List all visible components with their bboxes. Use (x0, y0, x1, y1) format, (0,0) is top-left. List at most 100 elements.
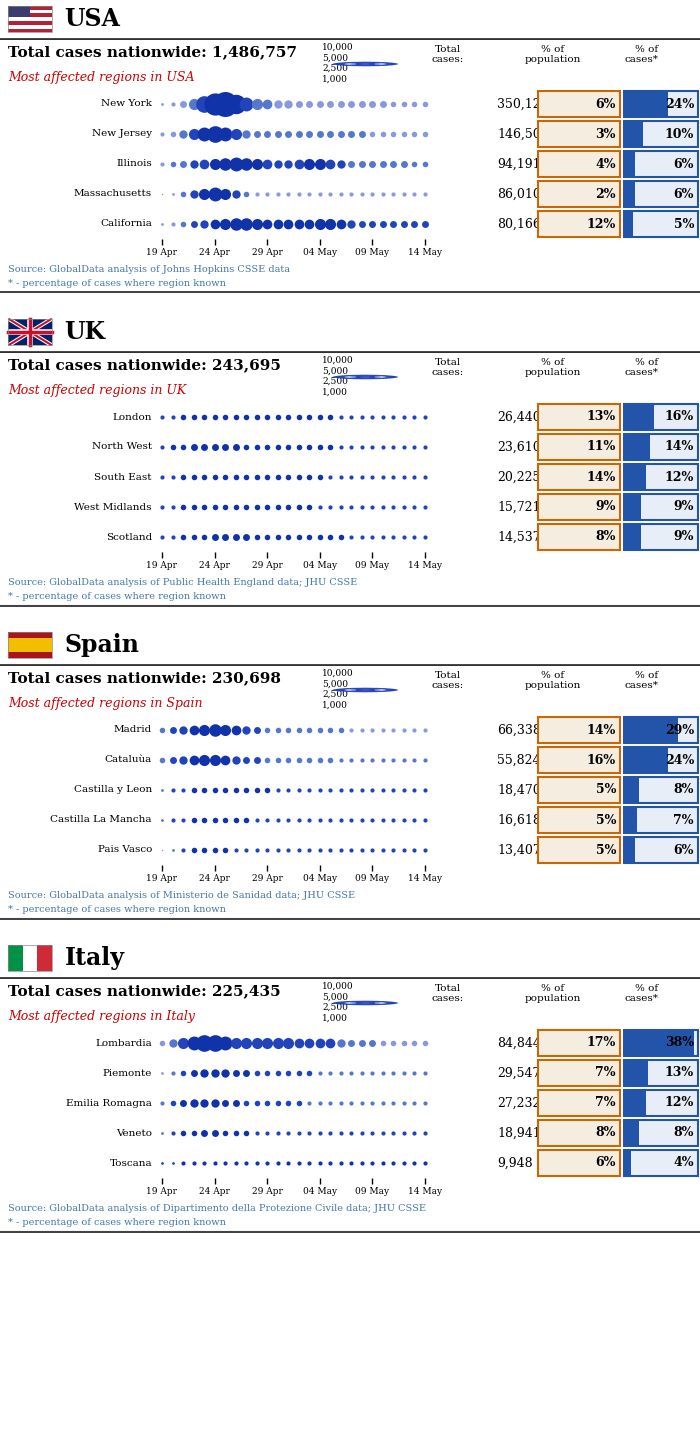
Text: 7%: 7% (596, 1096, 616, 1109)
Text: 14 May: 14 May (408, 1187, 442, 1196)
Bar (624, 1060, 698, 1086)
Bar (624, 838, 635, 862)
Text: Italy: Italy (64, 946, 125, 970)
Bar (624, 91, 668, 117)
Text: Spain: Spain (64, 632, 139, 657)
Circle shape (350, 64, 381, 65)
Text: 9%: 9% (673, 501, 694, 514)
Bar (624, 121, 698, 147)
Text: 24%: 24% (665, 754, 694, 767)
Bar (624, 494, 698, 520)
Text: 350,121: 350,121 (497, 98, 549, 111)
Bar (23, 944, 37, 972)
Text: Total cases nationwide: 230,698: Total cases nationwide: 230,698 (8, 671, 281, 684)
Text: % of
cases*: % of cases* (624, 358, 658, 377)
Text: Source: GlobalData analysis of Public Health England data; JHU CSSE: Source: GlobalData analysis of Public He… (8, 578, 358, 586)
Bar (624, 718, 698, 742)
Text: 14 May: 14 May (408, 560, 442, 570)
Text: * - percentage of cases where region known: * - percentage of cases where region kno… (8, 279, 226, 287)
Bar (624, 748, 668, 773)
Text: 19 Apr: 19 Apr (146, 560, 178, 570)
Bar (624, 838, 698, 862)
Bar (538, 211, 620, 237)
Text: South East: South East (94, 472, 152, 481)
Text: 9%: 9% (673, 530, 694, 543)
Text: % of
cases*: % of cases* (624, 983, 658, 1004)
Bar (624, 404, 698, 430)
Text: 5%: 5% (673, 218, 694, 231)
Text: USA: USA (64, 7, 120, 30)
Text: 8%: 8% (673, 1126, 694, 1139)
Text: UK: UK (64, 321, 106, 344)
Bar (624, 182, 698, 206)
Bar (624, 718, 698, 742)
Text: 23,610: 23,610 (497, 440, 540, 453)
Text: North West: North West (92, 442, 152, 452)
Text: 04 May: 04 May (302, 560, 337, 570)
Text: 17%: 17% (587, 1037, 616, 1050)
Text: Pais Vasco: Pais Vasco (97, 846, 152, 855)
Bar (8, 6, 52, 32)
Text: 10,000: 10,000 (322, 982, 354, 991)
Bar (538, 465, 620, 490)
Text: 24%: 24% (665, 98, 694, 111)
Bar (538, 1060, 620, 1086)
Circle shape (350, 1002, 381, 1004)
Bar (624, 1031, 698, 1056)
Text: 29%: 29% (665, 723, 694, 736)
Text: 6%: 6% (673, 188, 694, 201)
Text: 09 May: 09 May (356, 560, 389, 570)
Bar (8, 638, 52, 651)
Text: * - percentage of cases where region known: * - percentage of cases where region kno… (8, 1217, 226, 1227)
Circle shape (342, 1001, 389, 1005)
Bar (624, 524, 641, 550)
Text: 4%: 4% (673, 1157, 694, 1170)
Circle shape (332, 1001, 398, 1005)
Text: 18,470: 18,470 (497, 784, 540, 797)
Text: 15,721: 15,721 (497, 501, 540, 514)
Bar (538, 838, 620, 862)
Bar (8, 944, 52, 972)
Bar (8, 944, 23, 972)
Text: 6%: 6% (673, 843, 694, 856)
Text: * - percentage of cases where region known: * - percentage of cases where region kno… (8, 905, 226, 914)
Text: 8%: 8% (673, 784, 694, 797)
Text: Source: GlobalData analysis of Dipartimento della Protezione Civile data; JHU CS: Source: GlobalData analysis of Dipartime… (8, 1204, 426, 1213)
Text: 5%: 5% (596, 784, 616, 797)
Text: 2,500: 2,500 (322, 1004, 348, 1012)
Text: 18,941: 18,941 (497, 1126, 540, 1139)
Text: California: California (100, 219, 152, 228)
Text: Toscana: Toscana (109, 1158, 152, 1168)
Bar (538, 435, 620, 459)
Bar (624, 121, 698, 147)
Bar (538, 1090, 620, 1116)
Text: 11%: 11% (587, 440, 616, 453)
Bar (624, 152, 698, 176)
Bar (624, 1031, 694, 1056)
Circle shape (350, 375, 381, 378)
Text: 14 May: 14 May (408, 874, 442, 882)
Text: 14%: 14% (587, 471, 616, 484)
Text: 27,232: 27,232 (497, 1096, 540, 1109)
Text: Total
cases:: Total cases: (432, 358, 464, 377)
Text: New Jersey: New Jersey (92, 130, 152, 139)
Bar (624, 435, 698, 459)
Text: 14%: 14% (587, 723, 616, 736)
Text: Cataluùa: Cataluùa (105, 755, 152, 764)
Bar (624, 524, 698, 550)
Bar (538, 1121, 620, 1145)
Text: 20,225: 20,225 (497, 471, 540, 484)
Bar (624, 435, 698, 459)
Text: Scotland: Scotland (106, 533, 152, 542)
Text: Illinois: Illinois (116, 159, 152, 169)
Text: % of
population: % of population (525, 983, 581, 1004)
Text: Castilla La Mancha: Castilla La Mancha (50, 816, 152, 825)
Text: 24 Apr: 24 Apr (199, 248, 230, 257)
Bar (624, 524, 698, 550)
Text: 14,537: 14,537 (497, 530, 540, 543)
Bar (37, 944, 52, 972)
Text: 7%: 7% (596, 1067, 616, 1080)
Bar (8, 13, 52, 17)
Bar (624, 1121, 698, 1145)
Text: 3%: 3% (596, 127, 616, 140)
